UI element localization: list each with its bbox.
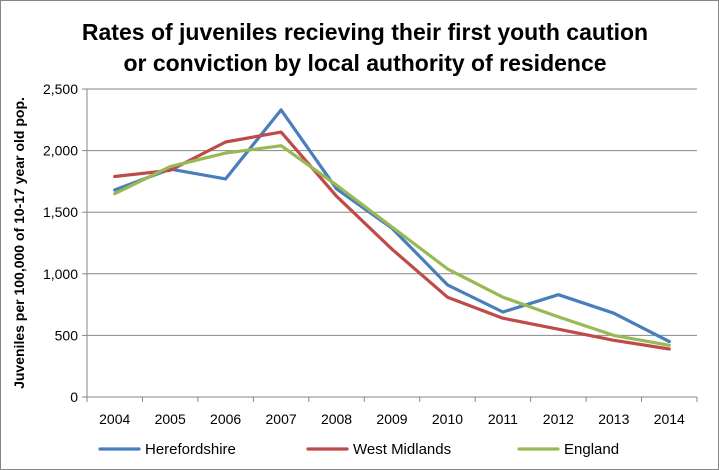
y-tick-label: 2,500 xyxy=(43,81,78,97)
y-axis-tick-labels: 0 500 1,000 1,500 2,000 2,500 xyxy=(43,81,78,405)
y-tick-label: 1,500 xyxy=(43,204,78,220)
x-tick-label: 2004 xyxy=(99,411,130,427)
y-tick-label: 2,000 xyxy=(43,143,78,159)
x-tick-label: 2013 xyxy=(598,411,629,427)
x-tick-label: 2010 xyxy=(432,411,463,427)
chart-title-line-2: or conviction by local authority of resi… xyxy=(123,50,606,76)
y-tick-label: 1,000 xyxy=(43,266,78,282)
plot-area xyxy=(82,88,698,402)
x-tick-label: 2011 xyxy=(488,411,518,427)
y-axis-title: Juveniles per 100,000 of 10-17 year old … xyxy=(11,97,27,389)
gridlines xyxy=(87,88,697,336)
x-tick-label: 2006 xyxy=(210,411,241,427)
x-tick-label: 2007 xyxy=(266,411,297,427)
x-tick-label: 2012 xyxy=(543,411,574,427)
legend-label: Herefordshire xyxy=(145,441,236,458)
y-tick-label: 0 xyxy=(70,389,78,405)
chart-title-line-1: Rates of juveniles recieving their first… xyxy=(82,19,648,45)
x-tick-label: 2014 xyxy=(654,411,685,427)
x-tick-label: 2008 xyxy=(321,411,352,427)
x-axis-tick-labels: 2004 2005 2006 2007 2008 2009 2010 2011 2012 2013… xyxy=(99,411,685,427)
series-line-england xyxy=(113,144,671,347)
x-tick-label: 2009 xyxy=(376,411,407,427)
legend-label: West Midlands xyxy=(353,441,451,458)
legend: Herefordshire West Midlands England xyxy=(98,441,619,458)
y-tick-label: 500 xyxy=(55,327,79,343)
series-lines xyxy=(113,108,671,351)
series-line-west-midlands xyxy=(113,130,671,351)
x-tick-label: 2005 xyxy=(155,411,186,427)
legend-label: England xyxy=(564,441,619,458)
